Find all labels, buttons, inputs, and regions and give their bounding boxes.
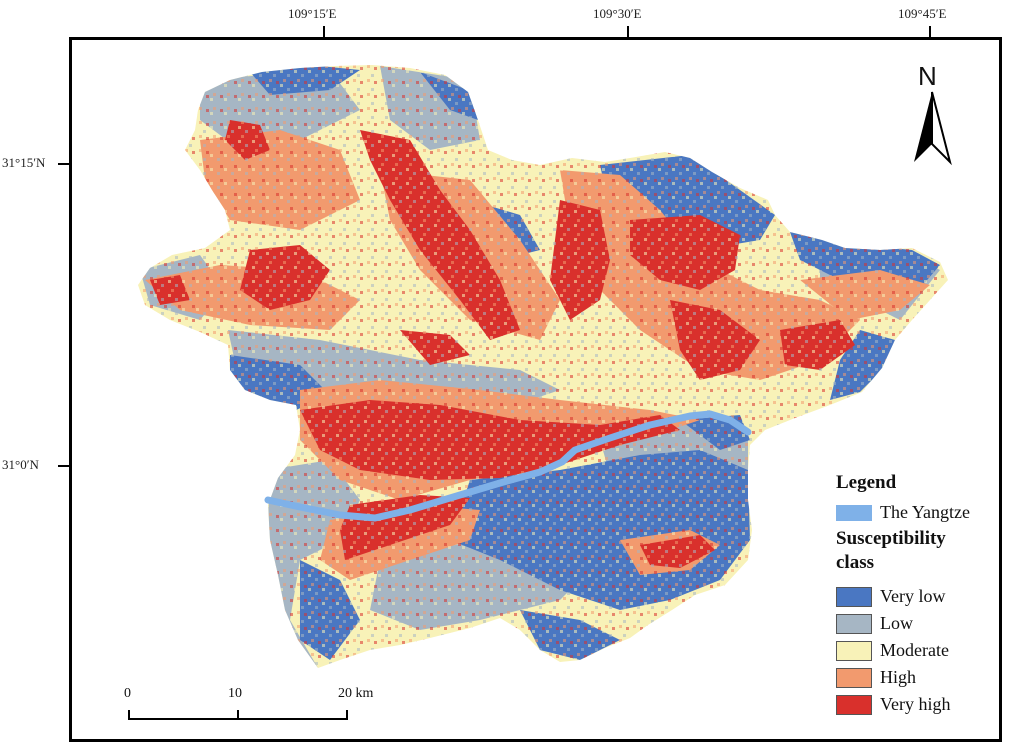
very-high-swatch (836, 694, 872, 715)
legend-label: Very high (880, 694, 951, 714)
north-letter: N (918, 61, 937, 91)
very-low-swatch (836, 586, 872, 607)
north-arrow-icon (914, 91, 952, 166)
scale-label-0: 0 (124, 686, 131, 701)
longitude-tick (323, 26, 325, 38)
legend-label: Moderate (880, 640, 949, 660)
latitude-label-31-15: 31°15′N (2, 155, 46, 170)
latitude-tick (58, 465, 70, 467)
scale-label-10: 10 (228, 686, 242, 701)
latitude-tick (58, 163, 70, 165)
longitude-label-109-30: 109°30′E (593, 6, 642, 21)
legend-river-label: The Yangtze (880, 502, 970, 522)
moderate-swatch (836, 640, 872, 661)
river-swatch (836, 504, 872, 521)
longitude-tick (929, 26, 931, 38)
legend-item-river: The Yangtze (836, 502, 996, 523)
legend-item-very-high: Very high (836, 691, 996, 718)
legend-class-title: Susceptibility class (836, 528, 946, 573)
legend-label: High (880, 667, 916, 687)
latitude-label-31-0: 31°0′N (2, 457, 39, 472)
scale-tick (346, 710, 348, 720)
longitude-tick (627, 26, 629, 38)
high-swatch (836, 667, 872, 688)
scale-label-20: 20 km (338, 686, 374, 701)
legend-item-high: High (836, 664, 996, 691)
legend-item-moderate: Moderate (836, 637, 996, 664)
yangtze-river (264, 410, 752, 522)
legend-label: Low (880, 613, 913, 633)
scale-bar: 0 10 20 km (120, 686, 380, 726)
legend-title: Legend (836, 472, 897, 493)
low-swatch (836, 613, 872, 634)
legend-item-low: Low (836, 610, 996, 637)
legend-label: Very low (880, 586, 946, 606)
longitude-label-109-15: 109°15′E (288, 6, 337, 21)
legend: Legend The Yangtze Susceptibility class … (836, 472, 996, 718)
legend-item-very-low: Very low (836, 583, 996, 610)
scale-tick (128, 710, 130, 720)
scale-tick (237, 710, 239, 720)
longitude-label-109-45: 109°45′E (898, 6, 947, 21)
